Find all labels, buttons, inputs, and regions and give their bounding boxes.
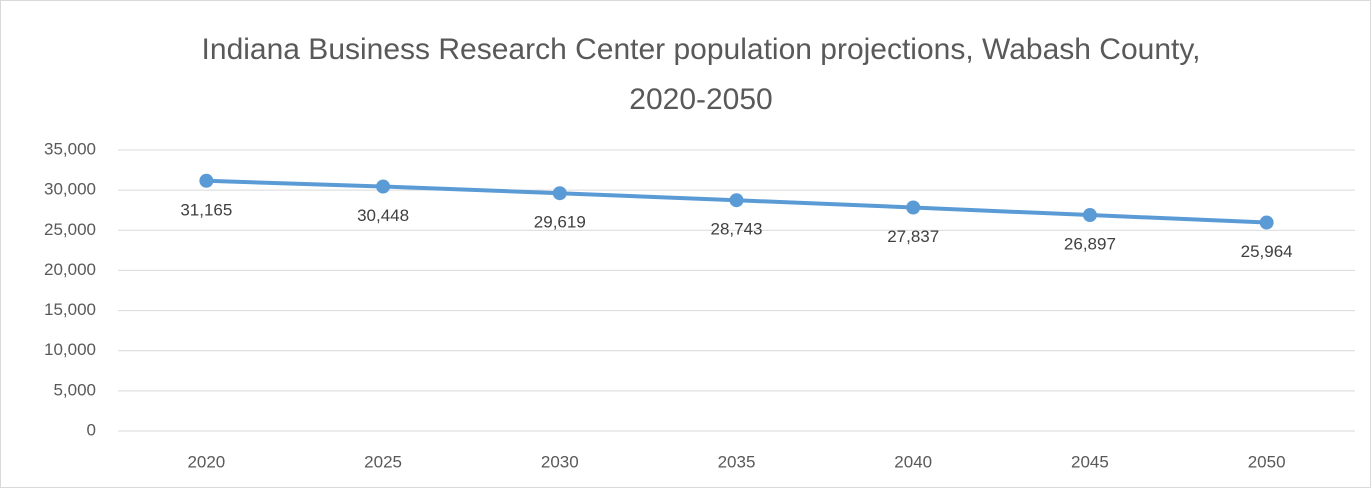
y-tick-label: 25,000 <box>44 220 96 239</box>
x-tick-label: 2025 <box>364 452 402 471</box>
x-tick-label: 2020 <box>187 452 225 471</box>
data-label: 29,619 <box>534 213 586 232</box>
y-tick-label: 30,000 <box>44 180 96 199</box>
data-point <box>906 200 921 215</box>
data-point <box>1082 208 1097 223</box>
x-tick-label: 2045 <box>1071 452 1109 471</box>
data-point <box>552 186 567 201</box>
x-tick-label: 2040 <box>894 452 932 471</box>
y-tick-label: 35,000 <box>44 139 96 158</box>
y-tick-label: 0 <box>87 420 96 439</box>
data-point <box>729 193 744 208</box>
data-label: 28,743 <box>711 220 763 239</box>
y-tick-label: 15,000 <box>44 300 96 319</box>
data-label: 31,165 <box>180 200 232 219</box>
chart-title: Indiana Business Research Center populat… <box>201 33 1201 116</box>
x-tick-label: 2030 <box>541 452 579 471</box>
data-label: 30,448 <box>357 206 409 225</box>
y-tick-label: 5,000 <box>53 380 96 399</box>
data-point <box>376 179 391 194</box>
y-tick-label: 20,000 <box>44 260 96 279</box>
data-label: 25,964 <box>1241 242 1293 261</box>
data-label: 26,897 <box>1064 235 1116 254</box>
data-point <box>199 173 214 188</box>
x-tick-label: 2050 <box>1248 452 1286 471</box>
data-point <box>1259 215 1274 230</box>
data-label: 27,837 <box>887 227 939 246</box>
x-tick-label: 2035 <box>718 452 756 471</box>
y-tick-label: 10,000 <box>44 340 96 359</box>
